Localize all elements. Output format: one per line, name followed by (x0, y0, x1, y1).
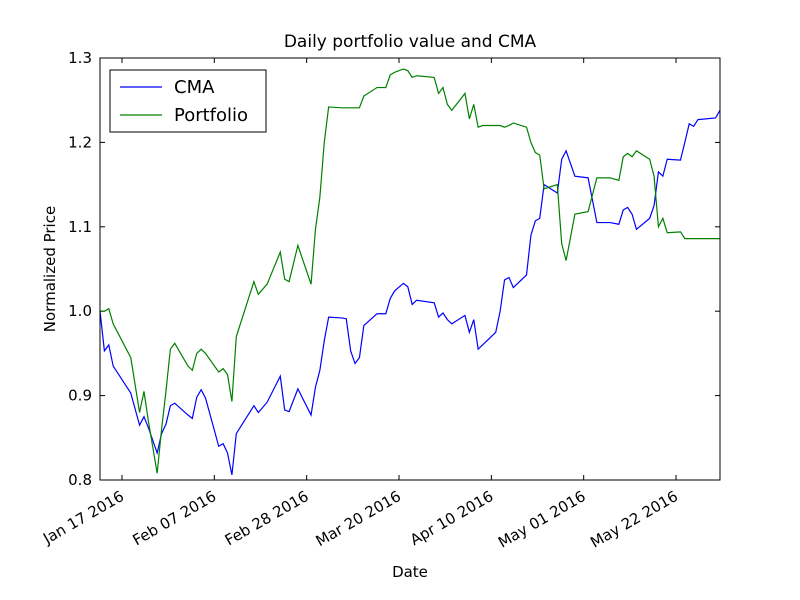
y-tick-label: 1.0 (68, 302, 92, 320)
series-line (100, 68, 720, 474)
legend-label: CMA (174, 77, 215, 98)
y-tick-label: 1.1 (68, 218, 92, 236)
y-tick-label: 0.9 (68, 387, 92, 405)
y-tick-label: 0.8 (68, 471, 92, 489)
chart-title: Daily portfolio value and CMA (284, 32, 537, 52)
legend-box (109, 69, 267, 133)
legend-label: Portfolio (174, 105, 248, 126)
y-tick-label: 1.3 (68, 49, 92, 67)
x-axis-label: Date (392, 563, 428, 581)
y-tick-label: 1.2 (68, 133, 92, 151)
y-axis-label: Normalized Price (41, 206, 59, 332)
plot-frame (99, 57, 721, 481)
series-line (99, 110, 721, 476)
